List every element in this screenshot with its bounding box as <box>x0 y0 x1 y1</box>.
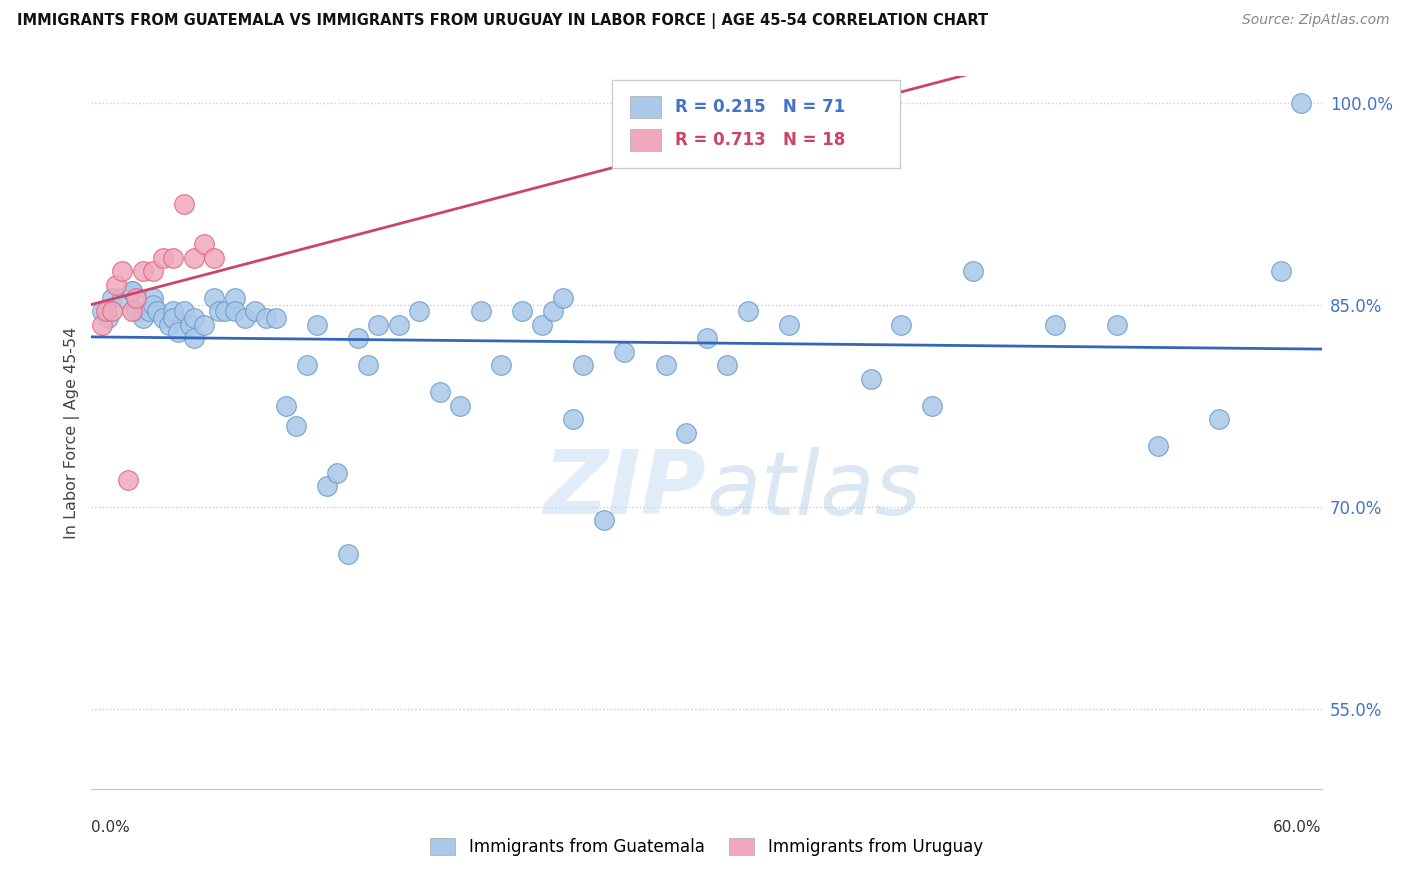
Point <box>316 479 339 493</box>
Point <box>1270 264 1292 278</box>
Text: 0.0%: 0.0% <box>91 821 131 835</box>
Point <box>778 103 800 117</box>
Text: 60.0%: 60.0% <box>1274 821 1322 835</box>
Point <box>1105 318 1128 332</box>
Point <box>224 291 246 305</box>
Point <box>962 264 984 278</box>
Point <box>675 425 697 440</box>
Point <box>531 318 554 332</box>
Point <box>179 318 201 332</box>
Point <box>131 264 153 278</box>
Point <box>737 304 759 318</box>
Point <box>367 318 389 332</box>
Point <box>121 304 143 318</box>
Text: R = 0.713   N = 18: R = 0.713 N = 18 <box>675 131 845 149</box>
Point <box>121 285 143 299</box>
Point <box>890 318 912 332</box>
Point <box>166 325 188 339</box>
Point <box>1289 95 1312 110</box>
Point <box>510 304 533 318</box>
Point <box>1208 412 1230 426</box>
Point <box>245 304 267 318</box>
Point <box>654 359 676 373</box>
Point <box>142 264 165 278</box>
Point <box>357 359 380 373</box>
Point <box>778 318 800 332</box>
Point <box>336 547 359 561</box>
Point <box>859 372 882 386</box>
Point <box>388 318 411 332</box>
Point <box>152 251 174 265</box>
Point <box>264 311 287 326</box>
Point <box>295 359 318 373</box>
Point <box>207 304 229 318</box>
Point <box>193 237 215 252</box>
Point <box>125 291 148 305</box>
Point <box>491 359 513 373</box>
Point <box>173 196 195 211</box>
Point <box>202 291 225 305</box>
Point <box>193 318 215 332</box>
Point <box>183 251 205 265</box>
Point <box>921 399 943 413</box>
Point <box>105 277 127 292</box>
Point <box>562 412 585 426</box>
Point <box>276 399 298 413</box>
Point <box>142 298 165 312</box>
Point <box>101 291 124 305</box>
Point <box>695 331 717 345</box>
Point <box>347 331 370 345</box>
Point <box>408 304 430 318</box>
Point <box>157 318 180 332</box>
Point <box>121 285 143 299</box>
Point <box>173 304 195 318</box>
Text: IMMIGRANTS FROM GUATEMALA VS IMMIGRANTS FROM URUGUAY IN LABOR FORCE | AGE 45-54 : IMMIGRANTS FROM GUATEMALA VS IMMIGRANTS … <box>17 13 988 29</box>
Point <box>162 251 184 265</box>
Point <box>1146 439 1168 453</box>
Point <box>613 344 636 359</box>
Legend: Immigrants from Guatemala, Immigrants from Uruguay: Immigrants from Guatemala, Immigrants fr… <box>423 831 990 863</box>
Point <box>429 385 451 400</box>
Point <box>572 359 595 373</box>
Point <box>716 359 738 373</box>
Point <box>183 311 205 326</box>
Text: Source: ZipAtlas.com: Source: ZipAtlas.com <box>1241 13 1389 28</box>
Point <box>162 311 184 326</box>
Point <box>94 304 117 318</box>
Point <box>808 136 831 150</box>
Point <box>138 304 160 318</box>
Point <box>101 304 124 318</box>
Point <box>254 311 277 326</box>
Point <box>111 291 134 305</box>
Point <box>449 399 471 413</box>
Point <box>202 251 225 265</box>
Point <box>1043 318 1066 332</box>
Y-axis label: In Labor Force | Age 45-54: In Labor Force | Age 45-54 <box>65 326 80 539</box>
Point <box>183 331 205 345</box>
Point <box>111 264 134 278</box>
Point <box>305 318 328 332</box>
Text: atlas: atlas <box>706 447 921 533</box>
Point <box>146 304 169 318</box>
Point <box>117 473 139 487</box>
Point <box>90 304 112 318</box>
Point <box>551 291 574 305</box>
Point <box>152 311 174 326</box>
Point <box>125 304 148 318</box>
Point <box>90 318 112 332</box>
Point <box>593 513 616 527</box>
Point <box>233 311 256 326</box>
Text: R = 0.215   N = 71: R = 0.215 N = 71 <box>675 98 845 116</box>
Point <box>162 304 184 318</box>
Text: ZIP: ZIP <box>544 446 706 533</box>
Point <box>224 304 246 318</box>
Point <box>541 304 564 318</box>
Point <box>470 304 492 318</box>
Point <box>285 418 308 433</box>
Point <box>131 311 153 326</box>
Point <box>142 291 165 305</box>
Point <box>97 311 120 326</box>
Point <box>326 466 349 480</box>
Point <box>214 304 236 318</box>
